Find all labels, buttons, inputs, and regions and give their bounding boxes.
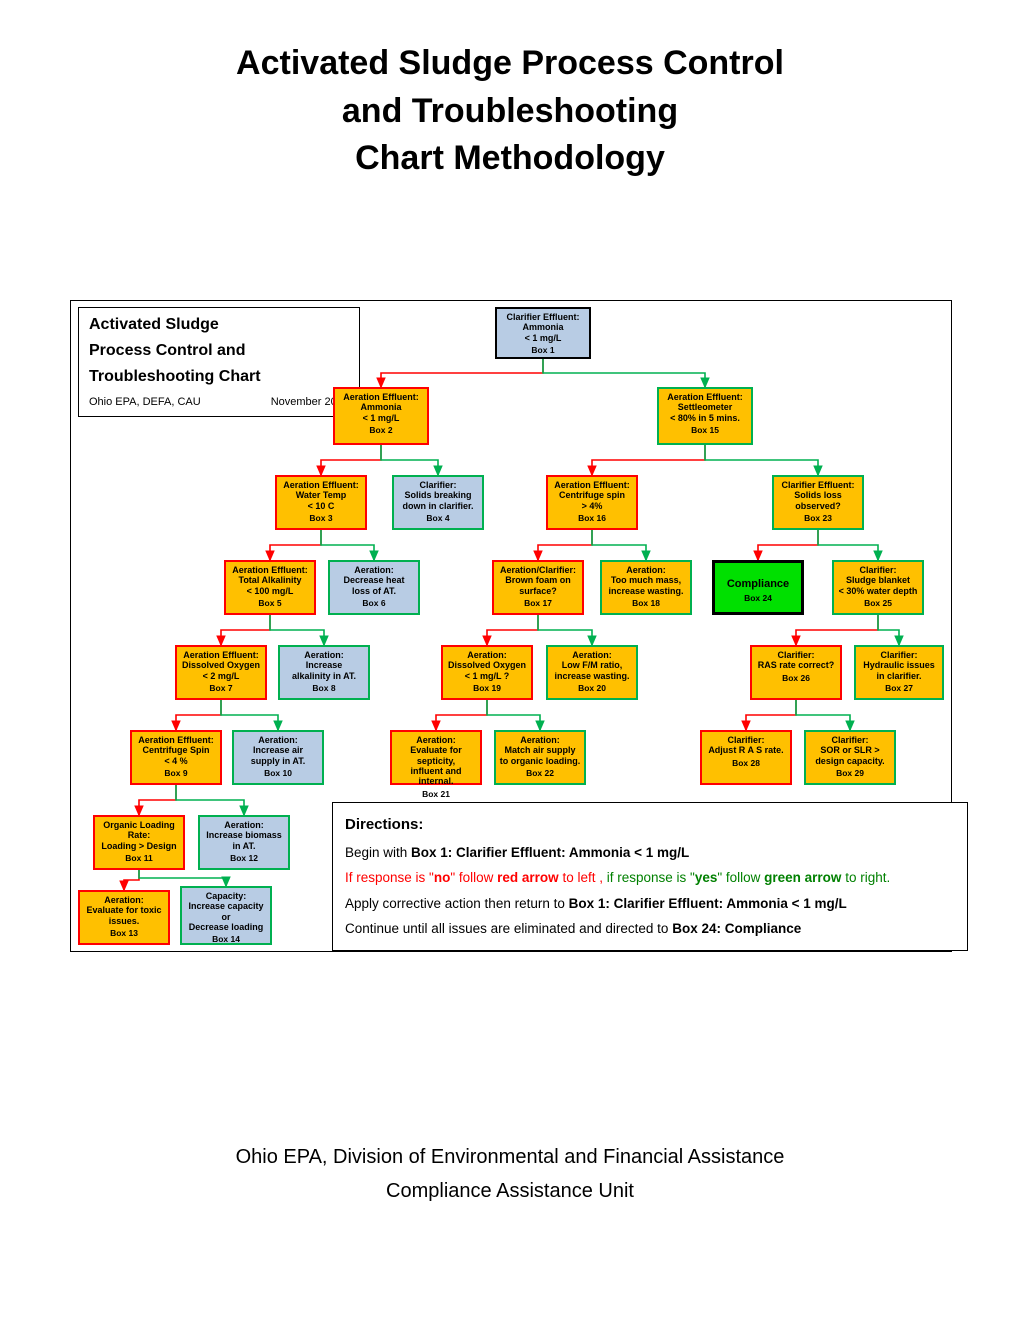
flow-node-box-22: Aeration:Match air supplyto organic load… [494,730,586,785]
page: Activated Sludge Process Control and Tro… [0,0,1020,1320]
main-title: Activated Sludge Process Control and Tro… [0,0,1020,183]
flow-node-box-19: Aeration:Dissolved Oxygen< 1 mg/L ?Box 1… [441,645,533,700]
directions-line-1: Begin with Box 1: Clarifier Effluent: Am… [345,840,955,866]
flow-node-box-11: Organic LoadingRate:Loading > DesignBox … [93,815,185,870]
flow-node-box-2: Aeration Effluent:Ammonia< 1 mg/LBox 2 [333,387,429,445]
flow-node-box-29: Clarifier:SOR or SLR >design capacity.Bo… [804,730,896,785]
flow-node-box-17: Aeration/Clarifier:Brown foam onsurface?… [492,560,584,615]
inner-title-line-3: Troubleshooting Chart [89,368,349,386]
flow-node-box-6: Aeration:Decrease heatloss of AT.Box 6 [328,560,420,615]
flow-node-box-23: Clarifier Effluent:Solids lossobserved?B… [772,475,864,530]
flow-node-box-8: Aeration:Increasealkalinity in AT.Box 8 [278,645,370,700]
directions-line-2: If response is "no" follow red arrow to … [345,865,955,891]
flow-node-box-13: Aeration:Evaluate for toxicissues.Box 13 [78,890,170,945]
flow-node-box-9: Aeration Effluent:Centrifuge Spin< 4 %Bo… [130,730,222,785]
flow-node-box-26: Clarifier:RAS rate correct?Box 26 [750,645,842,700]
inner-title-line-1: Activated Sludge [89,316,349,334]
flow-node-box-10: Aeration:Increase airsupply in AT.Box 10 [232,730,324,785]
flow-node-box-21: Aeration:Evaluate for septicity,influent… [390,730,482,785]
flow-node-box-3: Aeration Effluent:Water Temp< 10 CBox 3 [275,475,367,530]
directions-box: Directions: Begin with Box 1: Clarifier … [332,802,968,951]
flow-node-box-7: Aeration Effluent:Dissolved Oxygen< 2 mg… [175,645,267,700]
flow-node-box-14: Capacity:Increase capacityorDecrease loa… [180,886,272,945]
flow-node-box-25: Clarifier:Sludge blanket< 30% water dept… [832,560,924,615]
flow-node-box-4: Clarifier:Solids breakingdown in clarifi… [392,475,484,530]
directions-line-3: Apply corrective action then return to B… [345,891,955,917]
flow-node-box-18: Aeration:Too much mass,increase wasting.… [600,560,692,615]
flow-node-box-16: Aeration Effluent:Centrifuge spin> 4%Box… [546,475,638,530]
chart-inner-title-box: Activated Sludge Process Control and Tro… [78,307,360,417]
flow-node-box-20: Aeration:Low F/M ratio,increase wasting.… [546,645,638,700]
flow-node-box-1: Clarifier Effluent:Ammonia< 1 mg/LBox 1 [495,307,591,359]
title-line-1: Activated Sludge Process Control [0,40,1020,88]
flow-node-box-27: Clarifier:Hydraulic issuesin clarifier.B… [854,645,944,700]
directions-header: Directions: [345,811,955,840]
flow-node-box-15: Aeration Effluent:Settleometer< 80% in 5… [657,387,753,445]
footer: Ohio EPA, Division of Environmental and … [0,1140,1020,1208]
inner-title-meta-left: Ohio EPA, DEFA, CAU [89,396,201,408]
footer-line-2: Compliance Assistance Unit [0,1174,1020,1208]
directions-line-4: Continue until all issues are eliminated… [345,916,955,942]
flow-node-box-28: Clarifier:Adjust R A S rate.Box 28 [700,730,792,785]
flow-node-box-24: ComplianceBox 24 [712,560,804,615]
flow-node-box-12: Aeration:Increase biomassin AT.Box 12 [198,815,290,870]
inner-title-line-2: Process Control and [89,342,349,360]
footer-line-1: Ohio EPA, Division of Environmental and … [0,1140,1020,1174]
flow-node-box-5: Aeration Effluent:Total Alkalinity< 100 … [224,560,316,615]
title-line-3: Chart Methodology [0,135,1020,183]
title-line-2: and Troubleshooting [0,88,1020,136]
inner-title-meta: Ohio EPA, DEFA, CAU November 2014 [89,396,349,408]
